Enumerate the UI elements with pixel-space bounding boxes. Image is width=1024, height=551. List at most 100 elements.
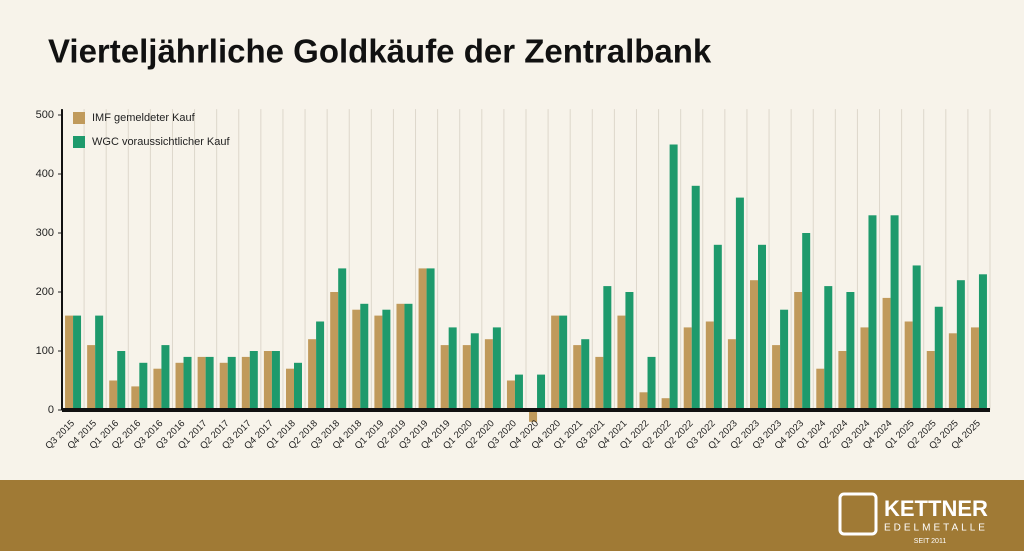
legend-label: IMF gemeldeter Kauf	[92, 112, 196, 124]
bar	[573, 345, 582, 410]
bar	[271, 351, 280, 410]
bar	[647, 356, 656, 410]
bar	[794, 292, 803, 410]
bar	[352, 309, 361, 410]
bar	[904, 321, 913, 410]
bar	[506, 380, 515, 410]
bar	[691, 185, 700, 410]
bar	[727, 339, 736, 410]
bar	[758, 244, 766, 410]
bar	[661, 398, 670, 410]
bar	[294, 362, 302, 410]
bar	[750, 280, 758, 410]
bar	[581, 339, 590, 410]
legend-swatch	[73, 136, 85, 148]
chart-title: Vierteljährliche Goldkäufe der Zentralba…	[48, 33, 712, 70]
bar	[161, 345, 170, 410]
bar	[241, 356, 250, 410]
footer-since: SEIT 2011	[914, 538, 947, 545]
bar	[683, 327, 692, 410]
bar	[846, 292, 855, 410]
footer-brand: KETTNER	[884, 496, 988, 521]
bar	[374, 315, 383, 410]
bar	[514, 374, 523, 410]
bar	[956, 280, 965, 410]
bar	[559, 315, 568, 410]
bar	[551, 315, 560, 410]
bar	[426, 268, 435, 410]
bar	[860, 327, 869, 410]
bar	[926, 351, 935, 410]
bar	[418, 268, 427, 410]
bar	[308, 339, 317, 410]
legend-label: WGC voraussichtlicher Kauf	[92, 136, 230, 148]
bar	[948, 333, 957, 410]
bar	[625, 292, 634, 410]
bar	[492, 327, 501, 410]
footer-band	[0, 480, 1024, 551]
y-tick-label: 200	[36, 286, 54, 298]
bar	[197, 356, 206, 410]
bar	[617, 315, 626, 410]
bar	[713, 244, 722, 410]
bar	[131, 386, 140, 410]
bar	[470, 333, 479, 410]
bar	[330, 292, 339, 410]
bar	[316, 321, 325, 410]
bar	[537, 374, 546, 410]
bar	[360, 303, 369, 410]
bar	[934, 306, 943, 410]
y-tick-label: 300	[36, 227, 54, 239]
y-tick-label: 400	[36, 168, 54, 180]
bar	[882, 297, 891, 410]
bar	[95, 315, 104, 410]
bar	[440, 345, 449, 410]
bar	[816, 368, 825, 410]
bar	[404, 303, 413, 410]
bar	[484, 339, 493, 410]
bar	[205, 356, 214, 410]
bar	[639, 392, 648, 410]
bar	[153, 368, 162, 410]
bar	[669, 144, 678, 410]
bar	[219, 362, 228, 410]
bar	[183, 356, 192, 410]
bar	[448, 327, 457, 410]
bar	[970, 327, 979, 410]
bar	[87, 345, 96, 410]
bar	[868, 215, 877, 410]
bar	[382, 309, 391, 410]
bar	[73, 315, 82, 410]
bar	[595, 356, 604, 410]
bar	[529, 410, 538, 422]
bar	[824, 286, 833, 410]
legend-swatch	[73, 112, 85, 124]
footer-sub: EDELMETALLE	[884, 523, 988, 534]
bar	[912, 265, 921, 410]
bar	[772, 345, 781, 410]
bar	[705, 321, 714, 410]
bar	[735, 197, 744, 410]
bar	[978, 274, 987, 410]
bar	[263, 351, 272, 410]
bar	[890, 215, 899, 410]
bar	[249, 351, 258, 410]
y-tick-label: 500	[36, 109, 54, 121]
bar	[838, 351, 847, 410]
y-tick-label: 0	[48, 404, 54, 416]
bar	[338, 268, 347, 410]
logo-icon	[838, 492, 878, 536]
bar	[802, 233, 811, 410]
bar	[139, 362, 148, 410]
bar	[109, 380, 118, 410]
y-tick-label: 100	[36, 345, 54, 357]
bar	[603, 286, 612, 410]
bar	[227, 356, 236, 410]
bar	[65, 315, 74, 410]
bar	[780, 309, 789, 410]
bar	[175, 362, 184, 410]
bar	[117, 351, 126, 410]
bar	[462, 345, 471, 410]
